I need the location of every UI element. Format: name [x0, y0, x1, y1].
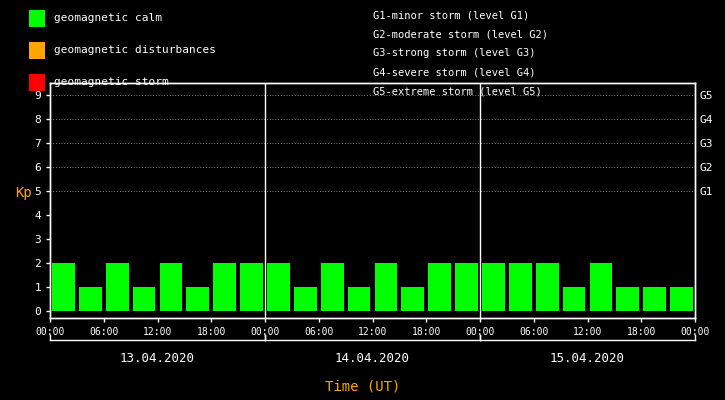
- Bar: [482, 263, 505, 311]
- Bar: [320, 263, 344, 311]
- Bar: [455, 263, 478, 311]
- Bar: [186, 287, 210, 311]
- Text: G1-minor storm (level G1): G1-minor storm (level G1): [373, 10, 530, 20]
- Bar: [133, 287, 155, 311]
- Bar: [536, 263, 558, 311]
- Text: G5-extreme storm (level G5): G5-extreme storm (level G5): [373, 87, 542, 97]
- Text: geomagnetic calm: geomagnetic calm: [54, 14, 162, 24]
- Text: G3-strong storm (level G3): G3-strong storm (level G3): [373, 48, 536, 58]
- Bar: [294, 287, 317, 311]
- Text: G2-moderate storm (level G2): G2-moderate storm (level G2): [373, 29, 548, 39]
- Y-axis label: Kp: Kp: [14, 186, 31, 200]
- Text: G4-severe storm (level G4): G4-severe storm (level G4): [373, 68, 536, 78]
- Bar: [402, 287, 424, 311]
- Bar: [106, 263, 128, 311]
- Text: geomagnetic storm: geomagnetic storm: [54, 78, 168, 88]
- Text: Time (UT): Time (UT): [325, 380, 400, 394]
- Text: geomagnetic disturbances: geomagnetic disturbances: [54, 45, 215, 55]
- Bar: [563, 287, 586, 311]
- Bar: [160, 263, 183, 311]
- Bar: [348, 287, 370, 311]
- Bar: [670, 287, 693, 311]
- Bar: [267, 263, 290, 311]
- Bar: [509, 263, 531, 311]
- Text: 14.04.2020: 14.04.2020: [335, 352, 410, 364]
- Bar: [616, 287, 639, 311]
- Bar: [79, 287, 102, 311]
- Bar: [643, 287, 666, 311]
- Bar: [375, 263, 397, 311]
- Text: 15.04.2020: 15.04.2020: [550, 352, 625, 364]
- Bar: [589, 263, 613, 311]
- Bar: [428, 263, 451, 311]
- Bar: [213, 263, 236, 311]
- Bar: [240, 263, 263, 311]
- Text: 13.04.2020: 13.04.2020: [120, 352, 195, 364]
- Bar: [52, 263, 75, 311]
